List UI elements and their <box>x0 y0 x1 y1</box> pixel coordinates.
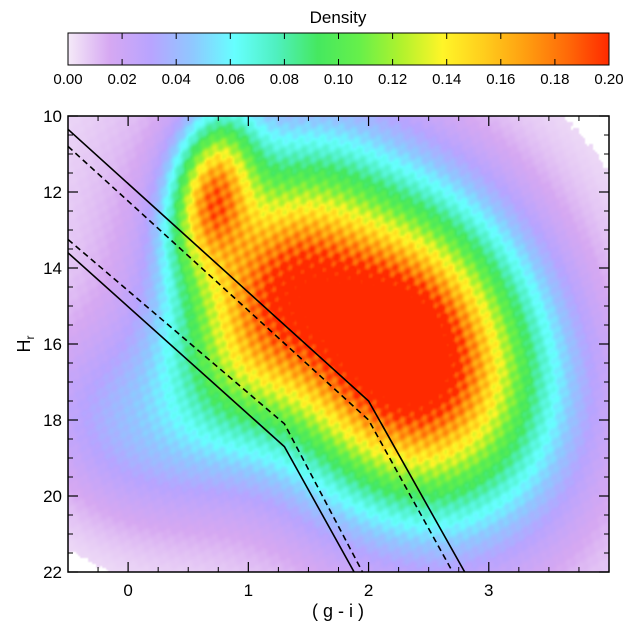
y-tick-label: 22 <box>43 563 62 582</box>
solid-boundary-line <box>68 252 355 572</box>
y-axis: 10 12 14 16 18 20 22 <box>43 107 609 582</box>
colorbar-ticks: 0.00 0.02 0.04 0.06 0.08 0.10 0.12 0.14 0.16 0.18… <box>53 33 624 88</box>
dashed-boundary-line <box>68 145 454 572</box>
colorbar-tick-label: 0.12 <box>378 71 407 88</box>
colorbar-tick-label: 0.06 <box>216 71 245 88</box>
colorbar-tick-label: 0.16 <box>486 71 515 88</box>
colorbar-tick-label: 0.08 <box>270 71 299 88</box>
colorbar-title: Density <box>310 8 367 27</box>
solid-boundary-line <box>68 128 466 572</box>
boundary-lines <box>68 128 466 572</box>
y-tick-label: 16 <box>43 335 62 354</box>
x-tick-label: 0 <box>123 581 132 600</box>
colorbar-tick-label: 0.00 <box>53 71 82 88</box>
y-tick-label: 10 <box>43 107 62 126</box>
dashed-boundary-line <box>68 238 364 572</box>
y-axis-label: Hr <box>14 336 37 353</box>
y-tick-label: 18 <box>43 411 62 430</box>
x-tick-label: 2 <box>364 581 373 600</box>
x-tick-label: 3 <box>484 581 493 600</box>
colorbar-tick-label: 0.02 <box>107 71 136 88</box>
y-tick-label: 14 <box>43 259 62 278</box>
x-tick-label: 1 <box>244 581 253 600</box>
colorbar-tick-label: 0.04 <box>162 71 191 88</box>
colorbar-tick-label: 0.10 <box>324 71 353 88</box>
colorbar-tick-label: 0.20 <box>594 71 623 88</box>
x-axis: 0 1 2 3 <box>97 116 580 600</box>
y-tick-label: 12 <box>43 183 62 202</box>
x-axis-label: ( g - i ) <box>312 601 364 621</box>
density-heatmap <box>68 116 609 572</box>
colorbar-tick-label: 0.18 <box>540 71 569 88</box>
colorbar-tick-label: 0.14 <box>432 71 461 88</box>
y-tick-label: 20 <box>43 487 62 506</box>
